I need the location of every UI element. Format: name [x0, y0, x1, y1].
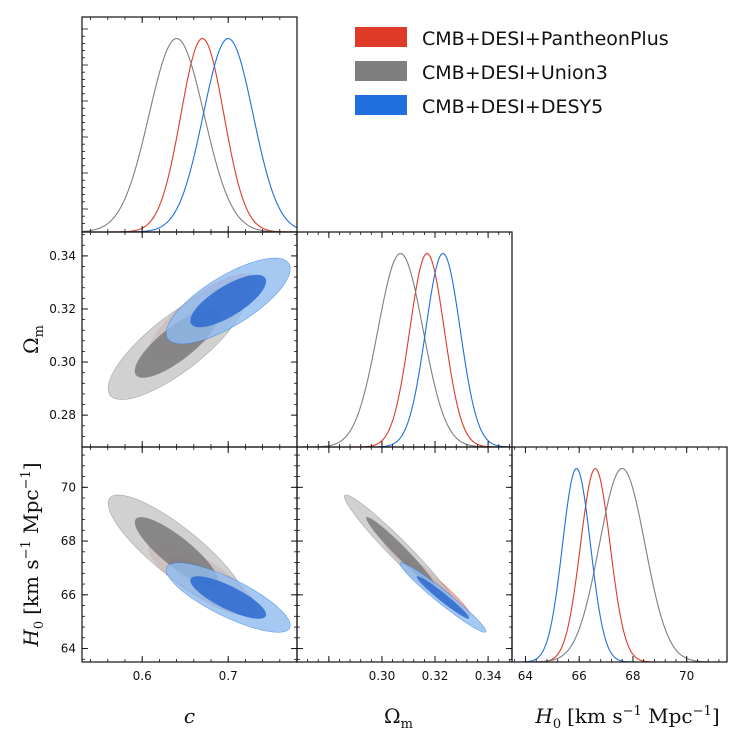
- label-exp: −1: [623, 704, 642, 719]
- x-tick-label: 68: [625, 669, 640, 683]
- marginal-curves: [82, 37, 297, 232]
- x-tick-label: 0.30: [369, 669, 396, 683]
- y-tick-label: 0.28: [49, 408, 76, 422]
- x-tick-label: 64: [518, 669, 533, 683]
- y-axis-label-h0: H0[km s−1 Mpc−1]: [19, 462, 47, 647]
- contours: [107, 494, 291, 633]
- label-unit: [km s: [19, 559, 43, 615]
- panel-frame: [296, 446, 513, 663]
- label-sub: 0: [553, 717, 561, 732]
- label-sub: m: [401, 717, 413, 732]
- contour-68: [416, 576, 470, 619]
- label-sub: m: [32, 325, 47, 337]
- legend-label: CMB+DESI+DESY5: [422, 96, 603, 118]
- panel-frame: [296, 231, 513, 448]
- label-main: Ω: [384, 704, 401, 728]
- label-exp: −1: [19, 540, 34, 559]
- legend-swatch: [355, 27, 407, 47]
- label-end: ]: [712, 704, 720, 728]
- legend: CMB+DESI+PantheonPlus CMB+DESI+Union3 CMB+…: [355, 27, 669, 118]
- x-axis-label-om: Ωm: [384, 704, 413, 732]
- x-axis-label-h0: H0 [km s−1 Mpc−1]: [534, 704, 719, 732]
- legend-label: CMB+DESI+PantheonPlus: [422, 28, 669, 50]
- legend-swatch: [355, 61, 407, 81]
- y-tick-label: 0.34: [49, 249, 76, 263]
- y-tick-label: 64: [61, 642, 76, 656]
- marginal-curve: [82, 37, 297, 232]
- panels-layer: 64 66 68 700.280.300.320.340.6 0.7646668700.…: [49, 16, 728, 683]
- marginal-curves: [512, 467, 727, 662]
- panel-1d-om: [296, 231, 513, 448]
- marginal-curve: [297, 252, 512, 447]
- marginal-curve: [297, 252, 512, 447]
- panel-2d-om-h0: 0.30 0.32 0.34: [296, 446, 513, 683]
- panel-2d-c-om: 0.28 0.30 0.32 0.34: [49, 231, 298, 448]
- x-tick-label: 0.6: [133, 669, 152, 683]
- x-tick-label: 70: [679, 669, 694, 683]
- panel-2d-c-h0: 0.6 0.7 64 66 68 70: [61, 446, 298, 683]
- legend-swatch: [355, 95, 407, 115]
- x-axis-label-c: c: [184, 704, 195, 728]
- contours: [344, 494, 487, 633]
- y-tick-label: 0.32: [49, 302, 76, 316]
- panel-1d-h0: 64 66 68 70: [511, 446, 728, 683]
- label-unit: [km s: [567, 704, 623, 728]
- x-tick-label: 66: [572, 669, 587, 683]
- y-tick-label: 0.30: [49, 355, 76, 369]
- x-tick-label: 0.34: [475, 669, 502, 683]
- label-main: Ω: [19, 337, 43, 354]
- panel-frame: [81, 16, 298, 233]
- marginal-curve: [297, 252, 512, 447]
- y-tick-label: 70: [61, 480, 76, 494]
- contour-68: [190, 576, 267, 619]
- marginal-curve: [82, 37, 297, 232]
- label-main: H: [534, 704, 553, 728]
- marginal-curve: [512, 468, 727, 662]
- marginal-curve: [512, 468, 727, 662]
- contour-68: [366, 517, 435, 587]
- label-main: H: [19, 629, 43, 648]
- marginal-curve: [82, 37, 297, 232]
- label-exp2: −1: [19, 470, 34, 489]
- y-tick-label: 66: [61, 588, 76, 602]
- contour-68: [190, 274, 267, 328]
- panel-1d-c: [81, 16, 298, 233]
- y-tick-label: 68: [61, 534, 76, 548]
- marginal-curves: [297, 252, 512, 447]
- legend-label: CMB+DESI+Union3: [422, 62, 608, 84]
- panel-frame: [511, 446, 728, 663]
- contours: [107, 257, 291, 400]
- y-axis-label-om: Ωm: [19, 325, 47, 354]
- x-tick-label: 0.32: [422, 669, 449, 683]
- label-exp2: −1: [693, 704, 712, 719]
- label-sub: 0: [32, 621, 47, 629]
- label-end: ]: [19, 462, 43, 470]
- label-unit2: Mpc: [642, 704, 693, 728]
- x-tick-label: 0.7: [219, 669, 238, 683]
- marginal-curve: [512, 467, 727, 662]
- label-unit2: Mpc: [19, 489, 43, 540]
